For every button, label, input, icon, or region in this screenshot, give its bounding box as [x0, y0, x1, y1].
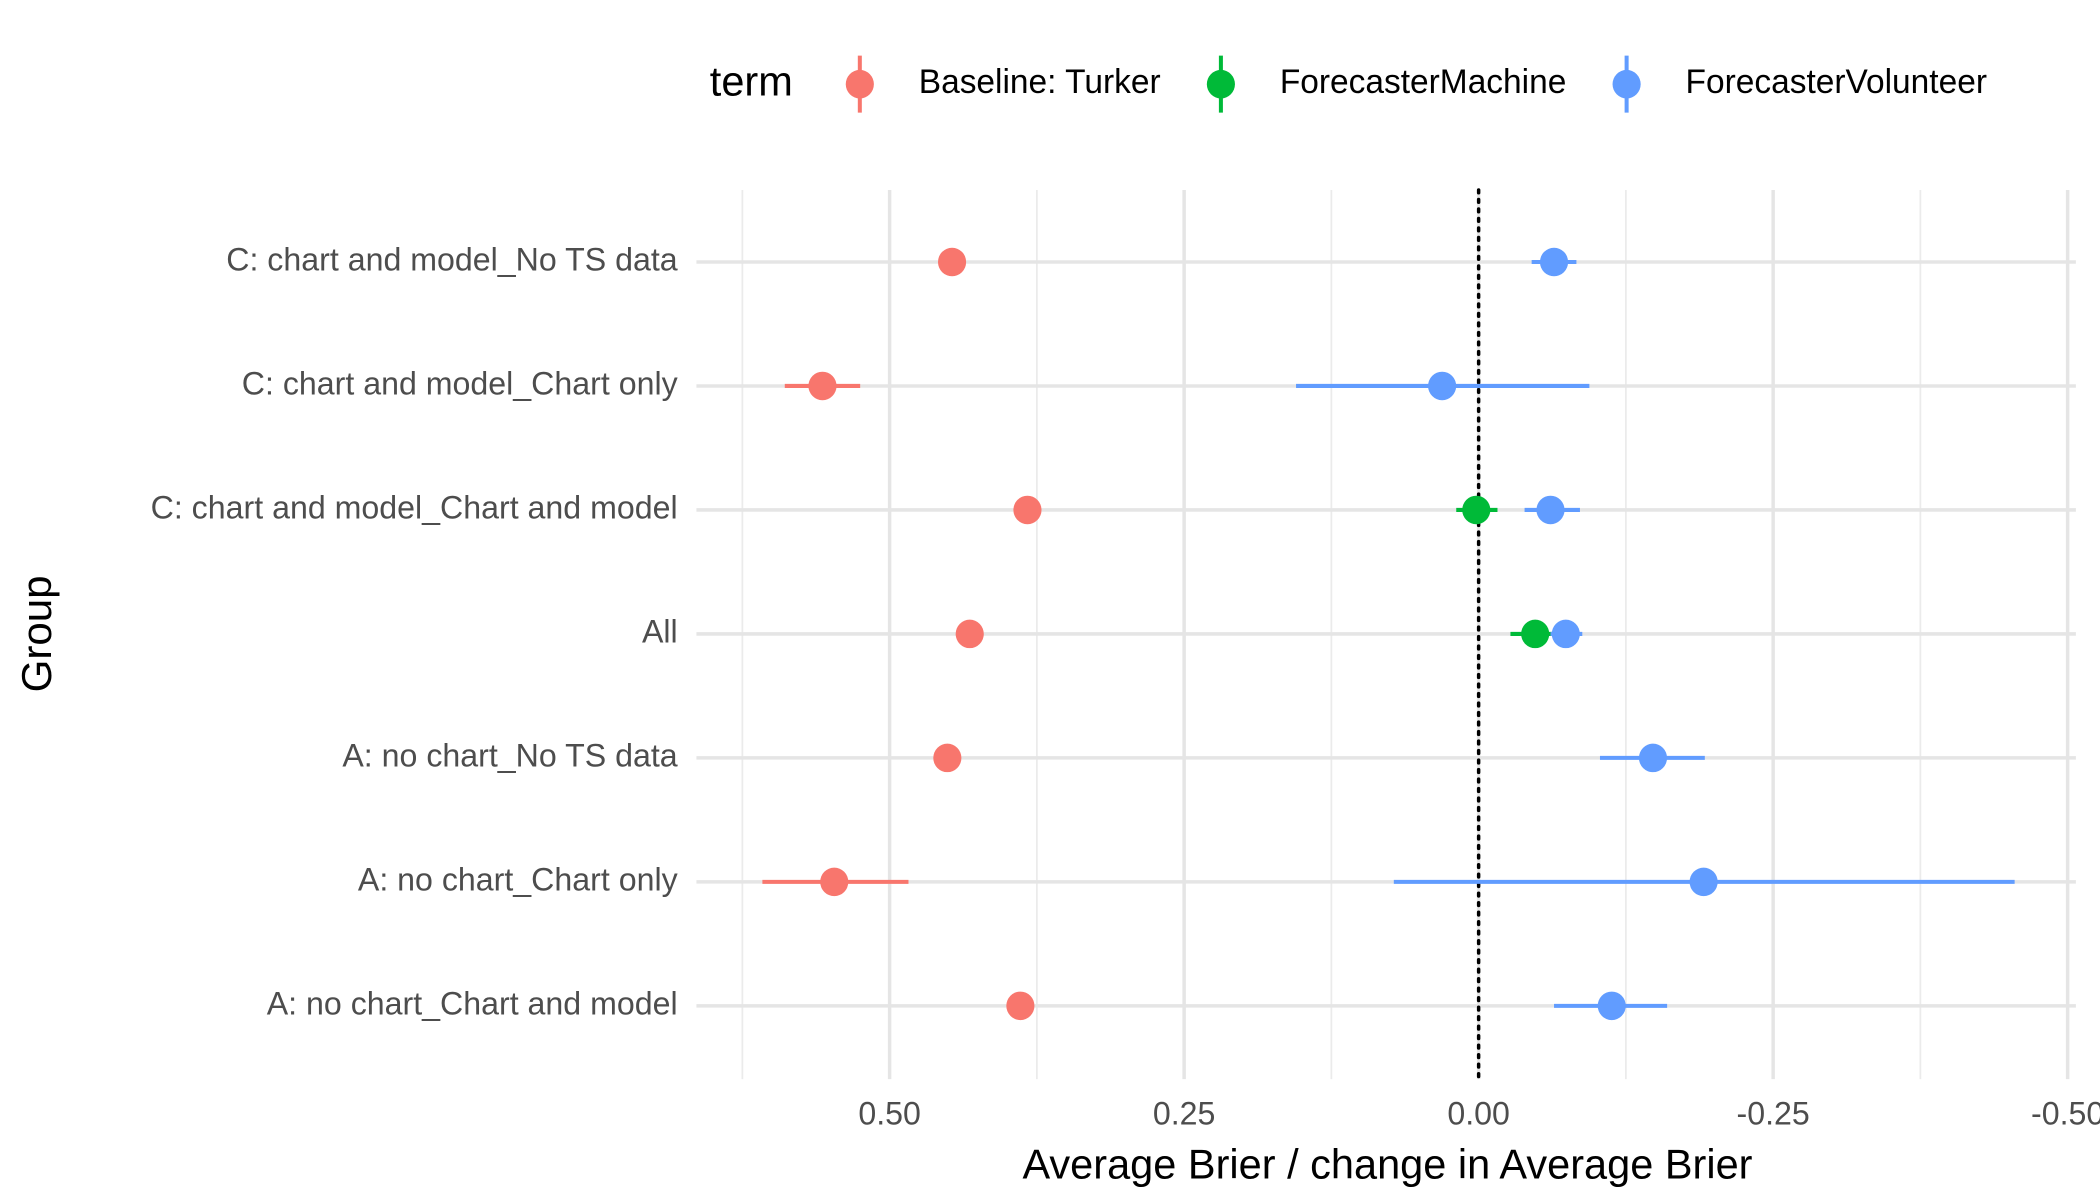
y-tick-label: A: no chart_Chart and model	[267, 985, 678, 1021]
point	[1539, 247, 1569, 277]
y-tick-label: All	[642, 613, 678, 649]
y-tick-label: C: chart and model_Chart only	[242, 365, 679, 401]
point	[1006, 991, 1035, 1021]
y-tick-label: A: no chart_Chart only	[358, 861, 679, 897]
point	[808, 371, 837, 401]
point	[1536, 495, 1565, 525]
point	[1428, 371, 1457, 401]
y-tick-label: A: no chart_No TS data	[342, 737, 677, 773]
x-tick-label: -0.25	[1737, 1095, 1810, 1131]
point	[1597, 991, 1626, 1021]
legend-title: term	[710, 57, 793, 104]
legend-key-point	[1612, 69, 1641, 99]
point	[1551, 619, 1580, 649]
legend-key-point	[845, 69, 874, 99]
x-tick-label: -0.50	[2031, 1095, 2100, 1131]
point	[1521, 619, 1550, 649]
y-tick-label: C: chart and model_Chart and model	[151, 489, 678, 525]
legend-label: ForecasterVolunteer	[1686, 63, 1987, 101]
point	[937, 247, 967, 277]
x-tick-label: 0.50	[858, 1095, 921, 1131]
point	[820, 867, 849, 897]
point	[933, 743, 962, 773]
legend-label: Baseline: Turker	[919, 63, 1161, 101]
legend-label: ForecasterMachine	[1280, 63, 1567, 101]
y-tick-label: C: chart and model_No TS data	[226, 241, 677, 277]
point	[1013, 495, 1042, 525]
point	[1689, 867, 1718, 897]
x-axis-title: Average Brier / change in Average Brier	[1022, 1140, 1752, 1187]
point	[955, 619, 984, 649]
x-tick-label: 0.00	[1447, 1095, 1510, 1131]
y-axis-title: Group	[13, 575, 60, 692]
point	[1638, 743, 1668, 773]
point	[1462, 495, 1491, 525]
legend-key-point	[1206, 69, 1235, 99]
x-tick-label: 0.25	[1153, 1095, 1216, 1131]
